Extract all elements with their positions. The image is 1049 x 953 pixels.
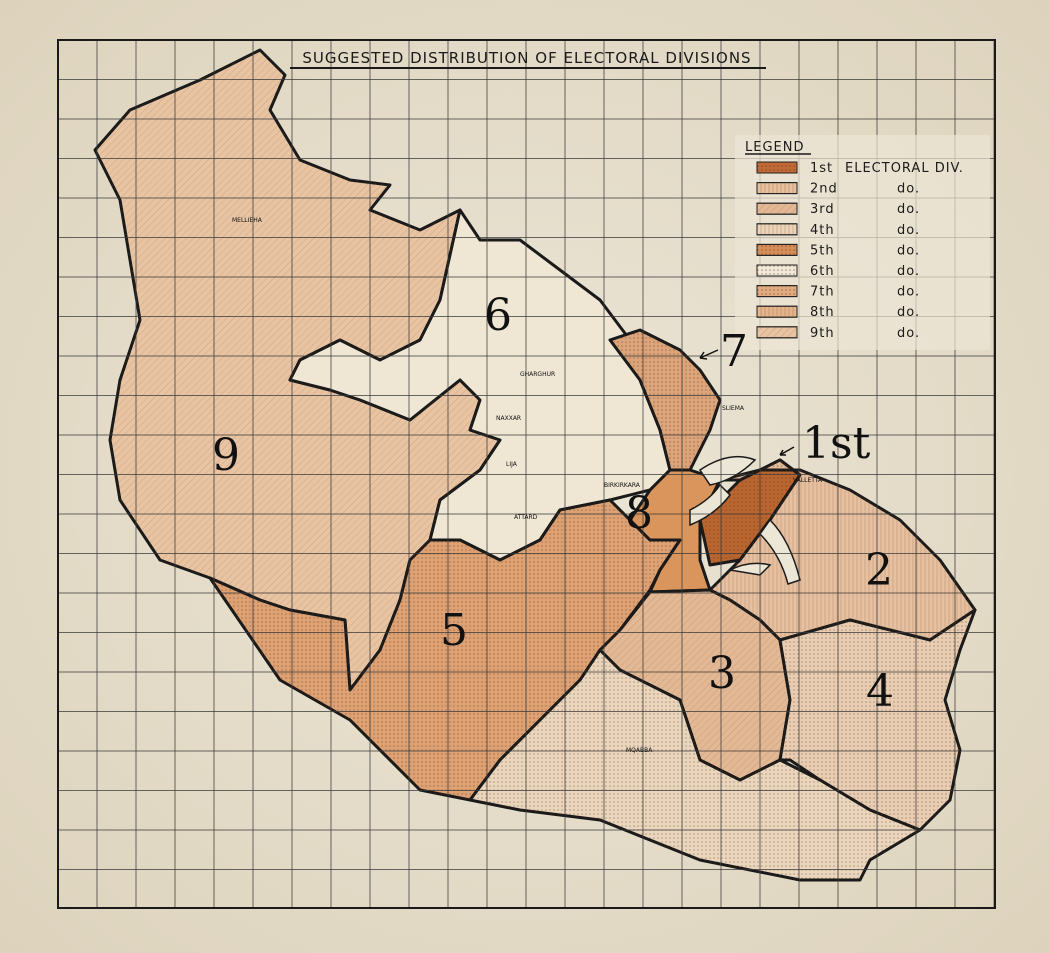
legend-ordinal: 7th (810, 285, 835, 300)
legend-text: do. (897, 264, 920, 279)
legend-ordinal: 4th (810, 223, 835, 238)
label-division-4: 4 (866, 666, 894, 717)
legend-text: do. (897, 182, 920, 197)
legend-ordinal: 5th (810, 243, 835, 258)
place-mellieha: MELLIEHA (232, 217, 263, 224)
place-mqabba: MQABBA (626, 747, 653, 754)
legend-swatch (756, 223, 798, 236)
legend-text: ELECTORAL DIV. (845, 161, 964, 176)
legend-swatch (756, 243, 798, 256)
label-division-2: 2 (865, 545, 893, 596)
map-frame (57, 39, 996, 909)
legend-swatch (756, 305, 798, 318)
label-division-6: 6 (484, 290, 512, 341)
place-attard: ATTARD (514, 514, 538, 521)
legend-swatch (756, 182, 798, 195)
harbours (689, 455, 801, 585)
legend-ordinal: 9th (810, 326, 835, 341)
division-3-hatch (600, 590, 790, 780)
legend-ordinal: 2nd (810, 182, 838, 197)
place-valletta: VALLETTA (793, 477, 823, 484)
legend-text: do. (897, 202, 920, 217)
legend-text: do. (897, 243, 920, 258)
legend-swatch (756, 161, 798, 174)
division-4-south-hatch (470, 650, 920, 880)
arrow-icons (699, 349, 795, 456)
label-division-9: 9 (212, 430, 240, 481)
division-1-hatch (700, 460, 800, 565)
label-division-8: 8 (625, 488, 653, 539)
label-division-3: 3 (708, 648, 736, 699)
legend: LEGEND 1st ELECTORAL DIV. 2nd do. 3rd do. 4th d… (735, 135, 990, 350)
division-5-hatch (210, 500, 680, 800)
legend-swatch (756, 264, 798, 277)
legend-ordinal: 1st (810, 161, 833, 176)
legend-text: do. (897, 223, 920, 238)
label-division-7: 7 (720, 326, 748, 377)
legend-text: do. (897, 285, 920, 300)
place-labels: VALLETTA SLIEMA NAXXAR GHARGHUR LIJA BIR… (232, 217, 823, 754)
legend-ordinal: 8th (810, 305, 835, 320)
legend-text: do. (897, 305, 920, 320)
map-title: SUGGESTED DISTRIBUTION OF ELECTORAL DIVI… (302, 49, 751, 67)
division-2-hatch (710, 460, 975, 640)
legend-swatch (756, 285, 798, 298)
legend-ordinal: 3rd (810, 202, 835, 217)
legend-heading: LEGEND (745, 140, 804, 155)
division-9-hatch (95, 50, 500, 690)
legend-ordinal: 6th (810, 264, 835, 279)
place-birkirkara: BIRKIRKARA (604, 482, 641, 489)
label-division-1: 1st (802, 418, 871, 469)
place-sliema: SLIEMA (722, 405, 745, 412)
place-naxxar: NAXXAR (496, 415, 521, 422)
legend-swatch (756, 326, 798, 339)
place-lija: LIJA (506, 461, 518, 468)
place-gharghur: GHARGHUR (520, 371, 555, 378)
handwritten-labels: 9 6 7 8 1st 2 3 4 5 (212, 290, 894, 717)
label-division-5: 5 (440, 605, 468, 656)
legend-swatch (756, 202, 798, 215)
legend-text: do. (897, 326, 920, 341)
